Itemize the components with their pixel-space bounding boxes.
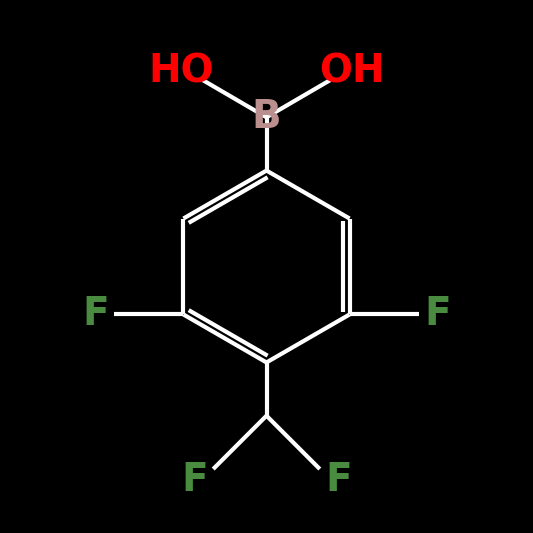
Text: F: F <box>82 295 109 334</box>
Text: F: F <box>181 461 208 499</box>
Text: HO: HO <box>148 53 214 91</box>
Text: OH: OH <box>319 53 385 91</box>
Text: F: F <box>325 461 352 499</box>
Text: F: F <box>424 295 451 334</box>
Text: B: B <box>252 98 281 136</box>
